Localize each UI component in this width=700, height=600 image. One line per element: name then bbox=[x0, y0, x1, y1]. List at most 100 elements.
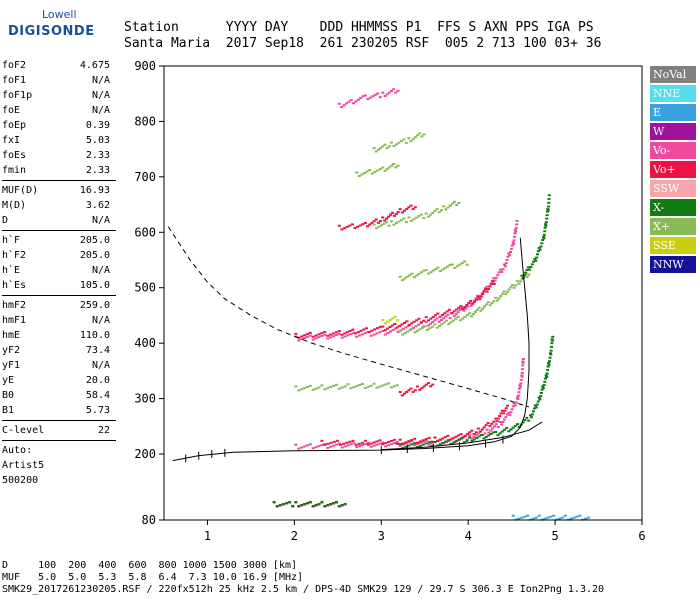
echo-point bbox=[487, 431, 491, 434]
param-row-he: h`E N/A bbox=[2, 263, 118, 278]
echo-point bbox=[403, 277, 407, 280]
echo-point bbox=[548, 360, 552, 363]
echo-point bbox=[311, 447, 315, 450]
echo-point bbox=[520, 374, 524, 377]
echo-point bbox=[344, 102, 348, 105]
divider bbox=[2, 230, 116, 231]
echo-point bbox=[497, 271, 501, 274]
echo-point bbox=[546, 369, 550, 372]
echo-point bbox=[398, 443, 402, 446]
param-row-fxi: fxI 5.03 bbox=[2, 133, 118, 148]
echo-point bbox=[514, 284, 518, 287]
echo-point bbox=[379, 220, 383, 223]
param-value: 73.4 bbox=[85, 345, 110, 356]
echo-point bbox=[360, 173, 364, 176]
echo-point bbox=[521, 360, 525, 363]
echo-point bbox=[388, 326, 392, 329]
echo-point bbox=[320, 384, 324, 387]
echo-point bbox=[433, 323, 437, 326]
echo-point bbox=[356, 225, 360, 228]
echo-point bbox=[412, 276, 416, 279]
echo-point bbox=[507, 412, 511, 415]
echo-point bbox=[332, 440, 336, 443]
echo-point bbox=[534, 516, 538, 519]
echo-point bbox=[540, 388, 544, 391]
param-row-clevel: C-level 22 bbox=[2, 423, 118, 438]
echo-point bbox=[314, 387, 318, 390]
echo-point bbox=[374, 150, 378, 153]
echo-point bbox=[544, 221, 548, 224]
echo-point bbox=[530, 263, 534, 266]
echo-point bbox=[470, 429, 474, 432]
echo-point bbox=[494, 423, 498, 426]
y-tick-label: 600 bbox=[134, 225, 156, 239]
station-header: Station YYYY DAY DDD HHMMSS P1 FFS S AXN… bbox=[124, 20, 601, 52]
echo-point bbox=[493, 425, 497, 428]
echo-point bbox=[278, 503, 282, 506]
param-value: 5.73 bbox=[85, 405, 110, 416]
echo-point bbox=[542, 237, 546, 240]
echo-point bbox=[305, 444, 309, 447]
param-name: hmE bbox=[2, 330, 21, 341]
echo-point bbox=[539, 395, 543, 398]
echo-point bbox=[418, 328, 422, 331]
echo-point bbox=[424, 212, 428, 215]
echo-point bbox=[448, 317, 452, 320]
echo-point bbox=[493, 279, 497, 282]
echo-point bbox=[285, 501, 289, 504]
echo-point bbox=[400, 211, 404, 214]
echo-point bbox=[546, 365, 550, 368]
echo-point bbox=[526, 514, 530, 517]
echo-point bbox=[370, 172, 374, 175]
param-name: yE bbox=[2, 375, 15, 386]
echo-point bbox=[453, 266, 457, 269]
echo-point bbox=[389, 386, 393, 389]
param-value: 22 bbox=[97, 425, 110, 436]
echo-point bbox=[443, 436, 447, 439]
echo-point bbox=[479, 309, 483, 312]
y-tick-label: 300 bbox=[134, 392, 156, 406]
echo-point bbox=[533, 258, 537, 260]
echo-point bbox=[372, 147, 376, 150]
echo-point bbox=[345, 331, 349, 334]
echo-point bbox=[486, 422, 490, 425]
echo-point bbox=[392, 144, 396, 147]
echo-point bbox=[496, 417, 500, 420]
echo-point bbox=[383, 95, 387, 98]
echo-point bbox=[379, 147, 383, 150]
echo-point bbox=[421, 326, 425, 329]
echo-point bbox=[353, 227, 357, 230]
echo-point bbox=[527, 273, 531, 276]
echo-point bbox=[502, 428, 506, 431]
echo-point bbox=[451, 437, 455, 440]
echo-point bbox=[332, 335, 336, 338]
echo-point bbox=[372, 333, 376, 336]
echo-point bbox=[441, 268, 445, 271]
echo-point bbox=[495, 420, 499, 423]
echo-point bbox=[386, 332, 390, 335]
echo-point bbox=[380, 224, 384, 227]
echo-point bbox=[329, 441, 333, 444]
echo-point bbox=[421, 439, 425, 442]
echo-point bbox=[369, 384, 373, 387]
param-name: foE bbox=[2, 105, 21, 116]
legend-noval: NoVal bbox=[650, 66, 696, 83]
param-value: N/A bbox=[91, 90, 110, 101]
echo-point bbox=[534, 259, 538, 262]
param-name: yF2 bbox=[2, 345, 21, 356]
echo-point bbox=[424, 442, 428, 445]
echo-point bbox=[422, 217, 426, 220]
echo-point bbox=[505, 290, 509, 293]
polarization-legend: NoVal NNE E W Vo- Vo+ SSW X- X+ SSE NNW bbox=[650, 66, 696, 275]
param-group-4: hmF2 259.0 hmF1 N/A hmE 110.0 yF2 73.4 yF1 N/A yE 2… bbox=[2, 298, 118, 418]
echo-point bbox=[456, 316, 460, 319]
echo-point bbox=[479, 295, 483, 298]
echo-point bbox=[545, 214, 549, 217]
echo-point bbox=[515, 219, 519, 222]
param-name: foEp bbox=[2, 120, 27, 131]
echo-point bbox=[360, 382, 364, 385]
echo-point bbox=[337, 332, 341, 335]
echo-point bbox=[463, 434, 467, 437]
echo-point bbox=[481, 307, 485, 310]
echo-point bbox=[508, 254, 512, 257]
